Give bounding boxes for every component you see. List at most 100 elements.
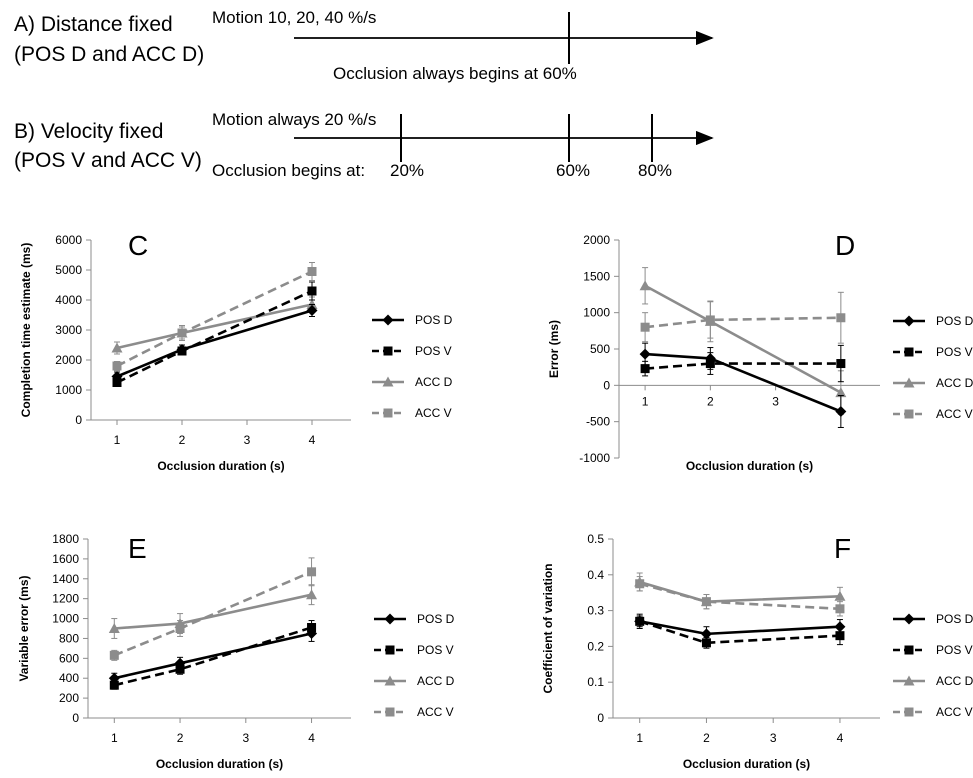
panel-d-point-acc-v [640,322,650,332]
panel-e-y-tick-label: 200 [59,691,79,705]
panel-d-point-acc-d [639,280,651,291]
panel-f-legend-label-acc-d: ACC D [936,674,973,688]
panel-c-legend-marker-acc-d [382,376,394,387]
panel-d-point-pos-d [704,352,716,364]
panel-f-y-tick-label: 0.2 [587,639,604,653]
panel-c-legend-label-pos-v: POS V [415,344,452,358]
panel-e-point-acc-d [306,589,318,600]
schematic-a-title: A) Distance fixed [14,13,173,36]
schematic-b-title: B) Velocity fixed [14,120,164,143]
panel-e-y-tick-label: 1400 [52,572,79,586]
schematic-a-occlusion-label: Occlusion always begins at 60% [333,64,577,83]
panel-c-y-tick-label: 3000 [55,323,82,337]
panel-f-legend-label-pos-v: POS V [936,643,973,657]
panel-c-x-tick-label: 2 [179,433,186,447]
panel-c-series-line-acc-d [116,303,313,350]
panel-e-y-tick-label: 1800 [52,532,79,546]
panel-d-y-tick-label: -1000 [579,451,610,465]
panel-e-series-line-acc-d [114,593,312,630]
panel-e-legend-marker-acc-v [385,707,395,717]
panel-f-point-acc-d [634,576,646,587]
panel-e-legend-label-acc-d: ACC D [417,674,455,688]
panel-d-series-line-pos-v [644,362,841,370]
panel-f-point-acc-d [700,596,712,607]
panel-c-y-tick-label: 6000 [55,233,82,247]
panel-f-x-tick-label: 4 [837,731,844,745]
panel-c-point-acc-d [111,342,123,353]
panel-e-point-pos-v [109,680,119,690]
panel-f-y-axis-label: Coefficient of variation [541,563,555,693]
panel-d-y-tick-label: 1000 [583,306,610,320]
panel-e-point-acc-v [109,650,119,660]
panel-f-x-axis-label: Occlusion duration (s) [683,757,810,771]
panel-c-legend-marker-pos-d [382,314,394,326]
panel-c-point-pos-v [307,286,317,296]
panel-f-legend-marker-pos-d [903,613,915,625]
panel-c-y-tick-label: 0 [75,413,82,427]
panel-c-y-tick-label: 1000 [55,383,82,397]
panel-d-y-tick-label: 500 [590,342,610,356]
panel-d-point-acc-d [704,315,716,326]
panel-f-y-tick-label: 0.3 [587,604,604,618]
panel-e-y-tick-label: 1600 [52,552,79,566]
panel-e-legend-marker-pos-v [385,645,395,655]
panel-d-x-tick-label: 2 [707,394,714,408]
panel-e-letter: E [128,533,147,564]
panel-c-point-pos-d [306,305,318,316]
panel-c-x-tick-label: 1 [114,433,121,447]
panel-e-point-acc-v [307,567,317,577]
panel-e-series-line-pos-d [114,632,312,680]
panel-c-y-tick-label: 5000 [55,263,82,277]
panel-c-point-acc-v [112,361,122,371]
schematic-b-motion-label: Motion always 20 %/s [212,110,377,129]
panel-e-point-pos-d [108,672,120,684]
panel-c-point-pos-d [176,344,188,355]
panel-d-chart: D -1000 -500 0 500 1000 1500 2000 1 2 3 Occlusion d… [547,230,973,473]
panel-d-legend-marker-pos-v [904,347,914,357]
panel-e-y-tick-label: 1200 [52,592,79,606]
panel-e-legend-marker-acc-d [384,675,396,686]
panel-f-x-tick-label: 1 [636,731,643,745]
panel-f-y-tick-label: 0 [597,711,604,725]
panel-f-y-tick-label: 0.4 [587,568,604,582]
panel-e-point-pos-d [174,657,186,669]
panel-f-point-pos-d [834,621,846,633]
panel-f-y-tick-label: 0.1 [587,675,604,689]
panel-d-legend-marker-pos-d [903,315,915,327]
schematic-b-tick-label-80: 80% [638,161,673,180]
panel-e-legend-label-pos-d: POS D [417,612,455,626]
panel-d-point-pos-d [639,348,651,360]
panel-d-y-tick-label: 1500 [583,269,610,283]
panel-d-legend-label-pos-d: POS D [936,314,973,328]
panel-f-point-acc-v [835,604,845,614]
panel-d-series-line-acc-v [644,316,841,329]
panel-d-y-tick-label: 2000 [583,233,610,247]
panel-d-point-acc-d [835,387,847,398]
schematic-b-tick-label-60: 60% [556,161,591,180]
panel-c-legend-marker-acc-v [383,408,393,418]
panel-c-point-pos-v [112,378,122,387]
panel-c-legend-label-acc-d: ACC D [415,375,453,389]
panel-d-point-acc-v [836,313,846,323]
panel-d-letter: D [835,230,855,261]
panel-f-point-pos-v [701,638,711,648]
panel-f-x-tick-label: 3 [770,731,777,745]
panel-d-point-pos-d [835,405,847,417]
panel-c-series-line-pos-v [116,289,313,384]
schematic-b-subtitle: (POS V and ACC V) [14,149,202,172]
panel-f-y-tick-label: 0.5 [587,532,604,546]
panel-e-legend-label-acc-v: ACC V [417,705,454,719]
panel-d-y-axis-label: Error (ms) [547,320,561,378]
panel-f-chart: F 0 0.1 0.2 0.3 0.4 0.5 1 2 3 4 Occlusion duration … [541,532,973,771]
panel-c-point-pos-d [111,371,123,382]
panel-f-x-tick-label: 2 [703,731,710,745]
panel-f-legend-marker-acc-d [903,675,915,686]
panel-c-point-acc-v [307,267,317,276]
panel-e-x-axis-label: Occlusion duration (s) [156,757,283,771]
panel-d-y-tick-label: 0 [603,378,610,392]
panel-f-series-line-acc-d [639,580,841,603]
panel-f-point-pos-d [634,615,646,627]
panel-e-legend-marker-pos-d [384,613,396,625]
panel-c-legend-label-acc-v: ACC V [415,406,452,420]
schematic-a-subtitle: (POS D and ACC D) [14,43,205,66]
